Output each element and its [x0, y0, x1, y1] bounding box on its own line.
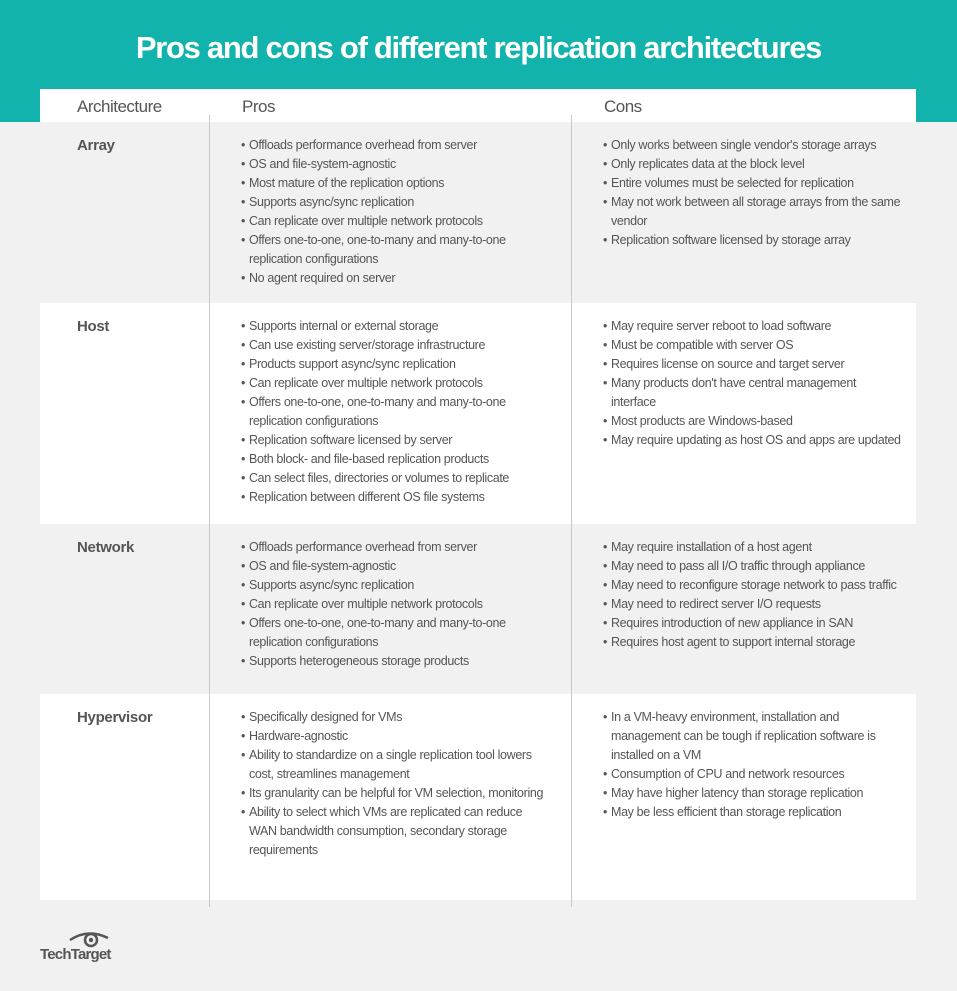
- pros-list: Offloads performance overhead from serve…: [241, 136, 551, 288]
- pro-item: Offloads performance overhead from serve…: [241, 136, 551, 155]
- con-item: May be less efficient than storage repli…: [603, 803, 903, 822]
- table-row-hypervisor: Hypervisor Specifically designed for VMsH…: [40, 694, 916, 900]
- techtarget-eye-logo-icon: [69, 932, 109, 948]
- pro-item: Offers one-to-one, one-to-many and many-…: [241, 231, 551, 269]
- con-item: May require installation of a host agent: [603, 538, 903, 557]
- architecture-label: Hypervisor: [77, 709, 153, 726]
- con-item: Only replicates data at the block level: [603, 155, 903, 174]
- header-cons: Cons: [604, 97, 642, 116]
- cons-list: May require installation of a host agent…: [603, 538, 903, 652]
- pros-list: Offloads performance overhead from serve…: [241, 538, 551, 671]
- header-pros: Pros: [242, 97, 275, 116]
- table-row-host: Host Supports internal or external storag…: [40, 303, 916, 524]
- pro-item: Products support async/sync replication: [241, 355, 551, 374]
- pro-item: Replication between different OS file sy…: [241, 488, 551, 507]
- cons-list: Only works between single vendor's stora…: [603, 136, 903, 250]
- pro-item: Supports async/sync replication: [241, 576, 551, 595]
- pro-item: Can replicate over multiple network prot…: [241, 595, 551, 614]
- pro-item: Hardware-agnostic: [241, 727, 551, 746]
- pro-item: OS and file-system-agnostic: [241, 155, 551, 174]
- con-item: May require server reboot to load softwa…: [603, 317, 903, 336]
- con-item: Entire volumes must be selected for repl…: [603, 174, 903, 193]
- pro-item: Most mature of the replication options: [241, 174, 551, 193]
- table-header: [40, 89, 916, 122]
- column-divider: [209, 115, 210, 907]
- pro-item: Can use existing server/storage infrastr…: [241, 336, 551, 355]
- pro-item: Offers one-to-one, one-to-many and many-…: [241, 614, 551, 652]
- table-row-array: Array Offloads performance overhead from …: [40, 122, 916, 303]
- architecture-label: Network: [77, 539, 135, 556]
- pro-item: Supports heterogeneous storage products: [241, 652, 551, 671]
- con-item: Requires host agent to support internal …: [603, 633, 903, 652]
- pro-item: Its granularity can be helpful for VM se…: [241, 784, 551, 803]
- pro-item: Replication software licensed by server: [241, 431, 551, 450]
- pro-item: Offers one-to-one, one-to-many and many-…: [241, 393, 551, 431]
- pros-list: Specifically designed for VMsHardware-ag…: [241, 708, 551, 860]
- con-item: Replication software licensed by storage…: [603, 231, 903, 250]
- architecture-label: Array: [77, 137, 115, 154]
- header-architecture: Architecture: [77, 97, 162, 116]
- pro-item: Ability to select which VMs are replicat…: [241, 803, 551, 860]
- con-item: Consumption of CPU and network resources: [603, 765, 903, 784]
- table-row-network: Network Offloads performance overhead fro…: [40, 524, 916, 694]
- con-item: Must be compatible with server OS: [603, 336, 903, 355]
- pro-item: Supports async/sync replication: [241, 193, 551, 212]
- con-item: May need to reconfigure storage network …: [603, 576, 903, 595]
- techtarget-logo: TechTarget: [40, 946, 111, 963]
- page-title: Pros and cons of different replication a…: [135, 30, 822, 65]
- con-item: Requires introduction of new appliance i…: [603, 614, 903, 633]
- pro-item: Ability to standardize on a single repli…: [241, 746, 551, 784]
- cons-list: May require server reboot to load softwa…: [603, 317, 903, 450]
- pro-item: Can select files, directories or volumes…: [241, 469, 551, 488]
- pro-item: Both block- and file-based replication p…: [241, 450, 551, 469]
- con-item: Requires license on source and target se…: [603, 355, 903, 374]
- con-item: May have higher latency than storage rep…: [603, 784, 903, 803]
- con-item: Many products don't have central managem…: [603, 374, 903, 412]
- con-item: May need to pass all I/O traffic through…: [603, 557, 903, 576]
- con-item: Only works between single vendor's stora…: [603, 136, 903, 155]
- pro-item: No agent required on server: [241, 269, 551, 288]
- con-item: May not work between all storage arrays …: [603, 193, 903, 231]
- pro-item: Offloads performance overhead from serve…: [241, 538, 551, 557]
- con-item: In a VM-heavy environment, installation …: [603, 708, 903, 765]
- con-item: May need to redirect server I/O requests: [603, 595, 903, 614]
- pro-item: OS and file-system-agnostic: [241, 557, 551, 576]
- pro-item: Specifically designed for VMs: [241, 708, 551, 727]
- pro-item: Can replicate over multiple network prot…: [241, 212, 551, 231]
- con-item: May require updating as host OS and apps…: [603, 431, 903, 450]
- column-divider: [571, 115, 572, 907]
- architecture-label: Host: [77, 318, 110, 335]
- pro-item: Can replicate over multiple network prot…: [241, 374, 551, 393]
- pros-list: Supports internal or external storageCan…: [241, 317, 551, 507]
- cons-list: In a VM-heavy environment, installation …: [603, 708, 903, 822]
- con-item: Most products are Windows-based: [603, 412, 903, 431]
- pro-item: Supports internal or external storage: [241, 317, 551, 336]
